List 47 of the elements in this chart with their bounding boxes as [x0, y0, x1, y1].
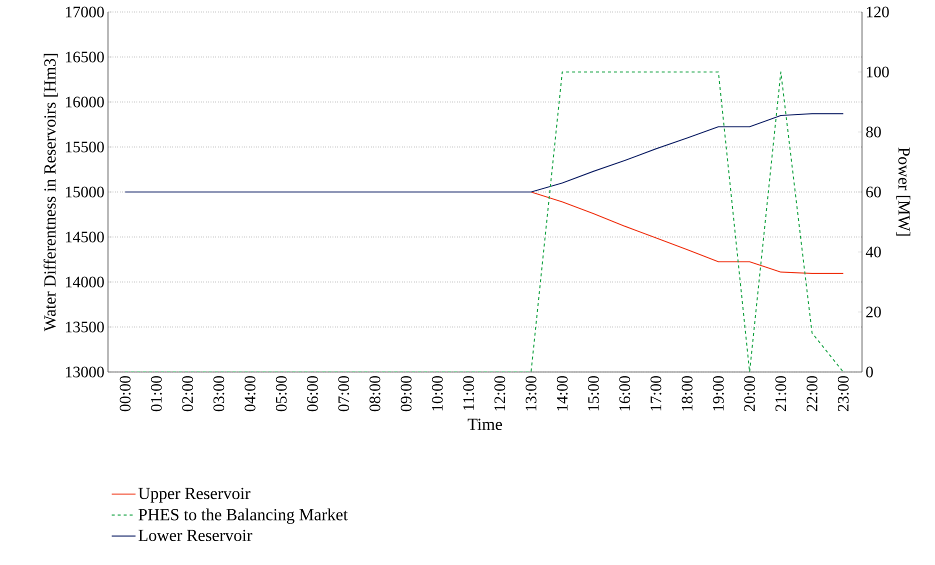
x-tick-label: 18:00 [682, 376, 693, 410]
x-tick-label: 23:00 [838, 376, 849, 412]
y2-tick-label: 120 [866, 6, 889, 18]
legend-label: Lower Reservoir [138, 530, 252, 542]
x-tick-label: 01:00 [150, 376, 162, 412]
x-tick-label: 11:00 [463, 376, 474, 410]
x-tick-label: 14:00 [556, 376, 568, 410]
x-tick-label: 10:00 [432, 376, 443, 410]
y-tick-label: 14000 [66, 276, 104, 288]
line-series [530, 191, 844, 274]
x-tick-label: 17:00 [650, 376, 662, 410]
x-tick-label: 19:00 [712, 376, 724, 410]
y-tick-label: 13500 [66, 322, 104, 332]
y2-tick-label: 20 [866, 306, 881, 318]
x-tick-label: 12:00 [494, 376, 506, 410]
x-tick-label: 22:00 [806, 376, 818, 412]
y-tick-label: 14500 [66, 232, 104, 242]
y2-tick-label: 100 [866, 66, 889, 78]
y2-tick-label: 40 [866, 246, 881, 258]
x-tick-label: 09:00 [400, 376, 412, 412]
x-tick-label: 03:00 [213, 376, 224, 412]
y-tick-label: 15500 [66, 142, 104, 152]
y-tick-label: 17000 [66, 6, 104, 18]
x-tick-label: 00:00 [120, 376, 131, 412]
y-tick-label: 16000 [66, 96, 104, 108]
x-tick-label: 05:00 [276, 376, 287, 412]
x-tick-label: 04:00 [244, 376, 256, 412]
x-tick-label: 07:00 [338, 376, 350, 412]
y2-tick-label: 60 [866, 186, 881, 198]
y2-tick-label: 80 [866, 126, 881, 138]
x-tick-label: 13:00 [526, 376, 536, 410]
x-tick-label: 20:00 [744, 376, 756, 412]
x-tick-label: 08:00 [370, 376, 380, 412]
x-tick-label: 21:00 [775, 376, 786, 412]
x-axis-title: Time [468, 418, 502, 430]
y-axis-title: Water Differentness in Reservoirs [Hm3] [44, 54, 58, 332]
x-tick-label: 16:00 [619, 376, 630, 410]
y-tick-label: 16500 [66, 52, 104, 62]
y2-tick-label: 0 [866, 366, 873, 378]
y2-axis-title: Power [MW] [896, 148, 910, 236]
x-tick-label: 06:00 [307, 376, 318, 412]
y-tick-label: 13000 [66, 366, 104, 378]
x-tick-label: 02:00 [182, 376, 194, 412]
x-tick-label: 15:00 [588, 376, 599, 410]
legend-label: Upper Reservoir [138, 488, 250, 503]
y-tick-label: 15000 [66, 186, 104, 198]
legend-label: PHES to the Balancing Market [138, 508, 348, 524]
